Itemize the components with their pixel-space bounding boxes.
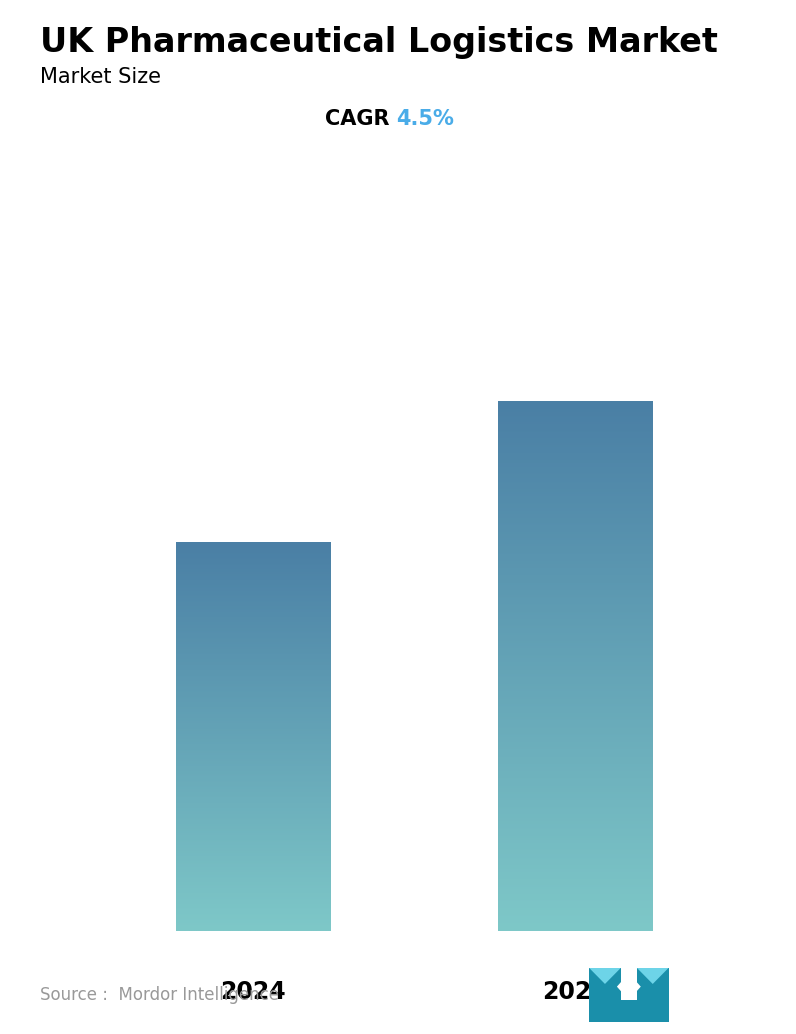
Text: CAGR: CAGR (325, 109, 396, 128)
Text: 4.5%: 4.5% (396, 109, 455, 128)
Polygon shape (617, 973, 641, 1000)
Polygon shape (637, 968, 669, 1022)
Text: UK Pharmaceutical Logistics Market: UK Pharmaceutical Logistics Market (40, 26, 718, 59)
Polygon shape (637, 968, 669, 984)
Text: Source :  Mordor Intelligence: Source : Mordor Intelligence (40, 985, 279, 1004)
Text: 2024: 2024 (220, 980, 286, 1004)
Text: 2029: 2029 (542, 980, 608, 1004)
Text: Market Size: Market Size (40, 67, 161, 87)
Polygon shape (589, 968, 621, 1022)
Polygon shape (621, 1000, 637, 1022)
Polygon shape (589, 968, 621, 984)
